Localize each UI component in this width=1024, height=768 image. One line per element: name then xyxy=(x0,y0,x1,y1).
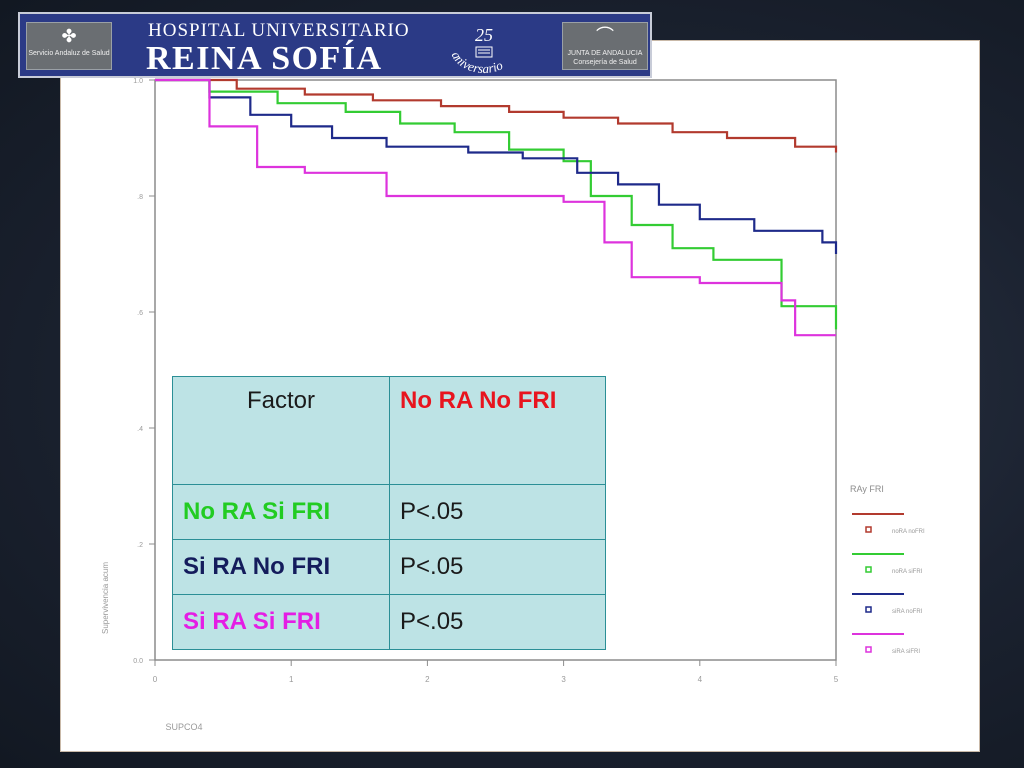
row-p-value: P<.05 xyxy=(389,594,606,650)
table-row: Si RA No FRI P<.05 xyxy=(172,539,606,595)
header-reference-group: No RA No FRI xyxy=(389,376,606,485)
junta-logo-text-2: Consejería de Salud xyxy=(573,59,637,66)
y-tick-label: .8 xyxy=(137,194,143,201)
banner-title-line1: HOSPITAL UNIVERSITARIO xyxy=(148,20,410,41)
hospital-banner: ✤ Servicio Andaluz de Salud HOSPITAL UNI… xyxy=(18,12,652,78)
y-tick-label: .2 xyxy=(137,542,143,549)
series-line xyxy=(155,78,838,330)
legend-entry: siRA siFRI xyxy=(892,649,920,655)
x-tick-label: 1 xyxy=(289,675,294,684)
plot-frame xyxy=(154,79,837,661)
y-tick-label: .6 xyxy=(137,310,143,317)
table-row: No RA Si FRI P<.05 xyxy=(172,484,606,540)
row-label: No RA Si FRI xyxy=(172,484,390,540)
anniversary-emblem: 25 aniversario xyxy=(449,25,506,77)
legend-marker xyxy=(865,526,872,533)
legend-entry: noRA noFRI xyxy=(892,529,925,535)
row-label: Si RA Si FRI xyxy=(172,594,390,650)
x-tick-label: 2 xyxy=(425,675,430,684)
series-line xyxy=(155,78,838,153)
legend-marker xyxy=(865,566,872,573)
y-tick-label: 1.0 xyxy=(133,78,143,85)
legend-title: RAy FRI xyxy=(850,484,884,494)
x-tick-label: 0 xyxy=(153,675,158,684)
junta-andalucia-logo: ⌒ JUNTA DE ANDALUCIA Consejería de Salud xyxy=(562,22,648,70)
anniversary-number: 25 xyxy=(475,25,493,45)
x-tick-label: 3 xyxy=(561,675,566,684)
stats-table: Factor No RA No FRI No RA Si FRI P<.05 S… xyxy=(172,376,606,650)
legend-entry: siRA noFRI xyxy=(892,609,923,615)
sas-logo-icon: ✤ xyxy=(61,26,77,46)
x-axis-label: SUPCO4 xyxy=(165,722,202,732)
row-label: Si RA No FRI xyxy=(172,539,390,595)
svg-text:aniversario: aniversario xyxy=(449,49,506,77)
table-row: Si RA Si FRI P<.05 xyxy=(172,594,606,650)
header-factor: Factor xyxy=(172,376,390,485)
junta-logo-text-1: JUNTA DE ANDALUCIA xyxy=(567,50,643,57)
y-axis-label: Supervivencia acum xyxy=(101,562,110,634)
sas-logo: ✤ Servicio Andaluz de Salud xyxy=(26,22,112,70)
series-line xyxy=(155,78,838,254)
legend-entry: noRA siFRI xyxy=(892,569,923,575)
row-p-value: P<.05 xyxy=(389,539,606,595)
row-p-value: P<.05 xyxy=(389,484,606,540)
sas-logo-text: Servicio Andaluz de Salud xyxy=(28,50,110,57)
series-line xyxy=(155,78,836,337)
x-tick-label: 4 xyxy=(698,675,703,684)
banner-title-line2: REINA SOFÍA xyxy=(146,40,383,77)
legend-marker xyxy=(865,606,872,613)
legend-marker xyxy=(865,646,872,653)
junta-logo-icon: ⌒ xyxy=(596,26,614,46)
y-tick-label: .4 xyxy=(137,426,143,433)
x-tick-label: 5 xyxy=(834,675,839,684)
table-header-row: Factor No RA No FRI xyxy=(172,376,606,485)
anniversary-word: aniversario xyxy=(449,49,506,77)
y-tick-label: 0.0 xyxy=(133,658,143,665)
